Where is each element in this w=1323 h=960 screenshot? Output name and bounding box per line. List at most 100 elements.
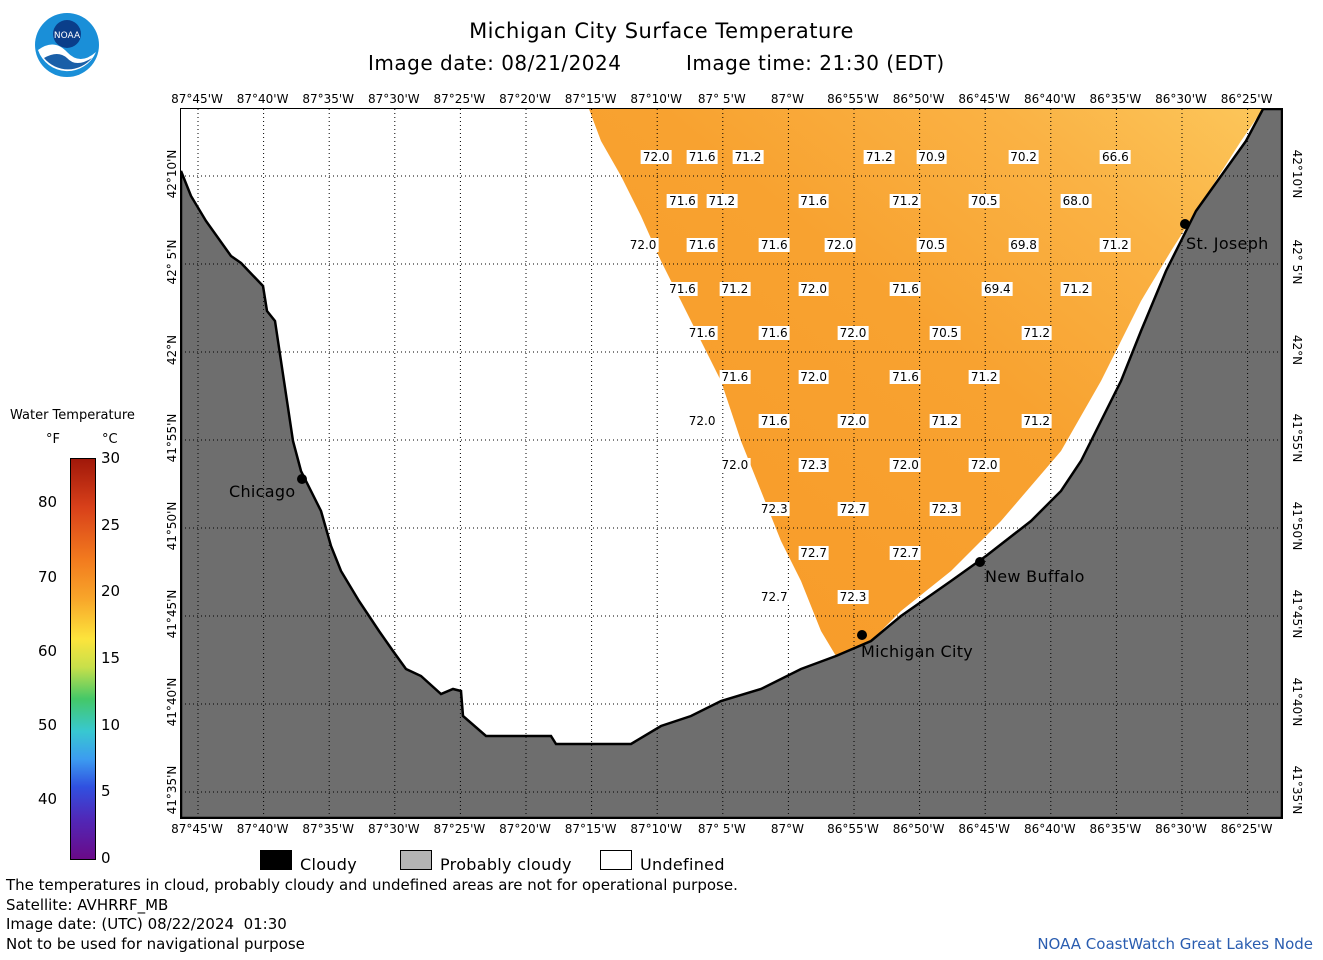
celsius-tick: 25 bbox=[101, 515, 121, 534]
longitude-label: 87° 5'W bbox=[697, 822, 746, 836]
longitude-label: 87°45'W bbox=[171, 92, 223, 106]
page-title: Michigan City Surface Temperature bbox=[469, 19, 854, 43]
latitude-label: 41°40'N bbox=[1290, 677, 1304, 727]
temperature-value: 71.2 bbox=[1021, 326, 1053, 341]
longitude-label: 86°30'W bbox=[1155, 92, 1207, 106]
longitude-label: 86°45'W bbox=[958, 822, 1011, 836]
temperature-value: 71.6 bbox=[667, 194, 698, 209]
temperature-value: 72.7 bbox=[837, 502, 869, 517]
latitude-label: 42° 5'N bbox=[165, 239, 179, 285]
utc-date: Image date: (UTC) 08/22/2024 01:30 bbox=[6, 915, 287, 933]
latitude-label: 42°10'N bbox=[165, 149, 179, 199]
land-area bbox=[181, 109, 1282, 818]
temperature-value: 70.5 bbox=[968, 194, 1000, 209]
longitude-label: 87°30'W bbox=[367, 92, 420, 106]
temperature-value: 70.5 bbox=[916, 238, 948, 253]
temperature-value: 72.3 bbox=[837, 590, 869, 605]
temperature-value: 72.0 bbox=[968, 458, 1000, 473]
fahrenheit-tick: 40 bbox=[38, 789, 58, 808]
new-buffalo-marker bbox=[975, 557, 985, 567]
michigan-city-marker bbox=[857, 630, 867, 640]
latitude-label: 41°45'N bbox=[1290, 589, 1304, 639]
temperature-value: 71.6 bbox=[758, 326, 790, 341]
temperature-value: 71.2 bbox=[719, 282, 751, 297]
temperature-value: 68.0 bbox=[1060, 194, 1092, 209]
longitude-label: 87° 5'W bbox=[697, 92, 746, 106]
fahrenheit-tick: 60 bbox=[38, 641, 58, 660]
cloudy-swatch bbox=[260, 850, 292, 870]
celsius-tick: 30 bbox=[101, 449, 121, 467]
fahrenheit-tick: 50 bbox=[38, 715, 58, 734]
longitude-label: 86°40'W bbox=[1023, 92, 1076, 106]
st-joseph-marker bbox=[1180, 219, 1190, 229]
temperature-value: 71.2 bbox=[929, 414, 961, 429]
temperature-value: 71.6 bbox=[758, 238, 790, 253]
temperature-value: 72.3 bbox=[929, 502, 961, 517]
temperature-value: 70.2 bbox=[1008, 150, 1039, 165]
navigation-warning: Not to be used for navigational purpose bbox=[6, 935, 305, 953]
longitude-label: 87°40'W bbox=[236, 92, 289, 106]
celsius-tick: 5 bbox=[101, 782, 111, 801]
temperature-value: 71.2 bbox=[732, 150, 764, 165]
temperature-value: 71.6 bbox=[686, 326, 718, 341]
operational-note: The temperatures in cloud, probably clou… bbox=[6, 876, 738, 894]
temperature-value: 72.0 bbox=[824, 238, 856, 253]
longitude-label: 86°55'W bbox=[827, 822, 879, 836]
temperature-value: 70.5 bbox=[929, 326, 961, 341]
undefined-label: Undefined bbox=[640, 855, 725, 874]
longitude-label: 86°30'W bbox=[1155, 822, 1207, 836]
temperature-value: 71.6 bbox=[890, 282, 921, 297]
temperature-value: 71.2 bbox=[1060, 282, 1092, 297]
longitude-label: 87°35'W bbox=[302, 92, 355, 106]
fahrenheit-tick: 70 bbox=[38, 567, 58, 586]
image-time: Image time: 21:30 (EDT) bbox=[686, 51, 945, 75]
temperature-value: 71.6 bbox=[890, 370, 921, 385]
temperature-value: 71.6 bbox=[719, 370, 751, 385]
image-date: Image date: 08/21/2024 bbox=[368, 51, 622, 75]
noaa-logo: NOAA bbox=[34, 12, 100, 78]
temperature-value: 72.3 bbox=[798, 458, 829, 473]
latitude-label: 41°45'N bbox=[165, 589, 179, 639]
longitude-label: 87°W bbox=[770, 822, 804, 836]
credit-link[interactable]: NOAA CoastWatch Great Lakes Node bbox=[1037, 935, 1313, 953]
temperature-value: 72.0 bbox=[719, 458, 751, 473]
temperature-value: 71.6 bbox=[686, 150, 718, 165]
logo-text: NOAA bbox=[54, 31, 81, 41]
temperature-value: 72.7 bbox=[798, 546, 829, 561]
legend-unit-f: °F bbox=[46, 432, 60, 447]
temperature-value: 72.0 bbox=[798, 282, 829, 297]
longitude-label: 86°25'W bbox=[1220, 822, 1273, 836]
temperature-value: 72.0 bbox=[627, 238, 659, 253]
celsius-tick: 20 bbox=[101, 582, 121, 601]
temperature-value: 71.2 bbox=[968, 370, 1000, 385]
legend-unit-c: °C bbox=[102, 432, 118, 447]
longitude-label: 86°35'W bbox=[1089, 92, 1142, 106]
cloudy-label: Cloudy bbox=[300, 855, 357, 874]
city-new-buffalo: New Buffalo bbox=[985, 567, 1085, 586]
temperature-value: 71.2 bbox=[863, 150, 895, 165]
longitude-label: 86°45'W bbox=[958, 92, 1011, 106]
longitude-label: 87°15'W bbox=[564, 92, 617, 106]
temperature-value: 71.2 bbox=[1100, 238, 1131, 253]
fahrenheit-tick: 80 bbox=[38, 493, 58, 512]
temperature-value: 72.0 bbox=[837, 326, 869, 341]
temperature-value: 72.3 bbox=[758, 502, 790, 517]
latitude-label: 41°35'N bbox=[165, 765, 179, 815]
latitude-label: 42°N bbox=[165, 334, 179, 366]
temperature-value: 71.6 bbox=[667, 282, 698, 297]
longitude-label: 87°30'W bbox=[367, 822, 420, 836]
temperature-value: 69.4 bbox=[981, 282, 1013, 297]
probably-cloudy-label: Probably cloudy bbox=[440, 855, 572, 874]
latitude-label: 42° 5'N bbox=[1290, 239, 1304, 285]
longitude-label: 87°25'W bbox=[433, 822, 486, 836]
celsius-tick: 15 bbox=[101, 649, 121, 667]
temperature-value: 72.7 bbox=[758, 590, 790, 605]
city-chicago: Chicago bbox=[229, 482, 296, 501]
temperature-value: 71.6 bbox=[798, 194, 829, 209]
longitude-label: 87°45'W bbox=[171, 822, 223, 836]
temperature-value: 72.7 bbox=[890, 546, 921, 561]
probably-cloudy-swatch bbox=[400, 850, 432, 870]
longitude-label: 87°10'W bbox=[630, 92, 683, 106]
temperature-value: 70.9 bbox=[916, 150, 948, 165]
latitude-label: 42°N bbox=[1290, 334, 1304, 366]
